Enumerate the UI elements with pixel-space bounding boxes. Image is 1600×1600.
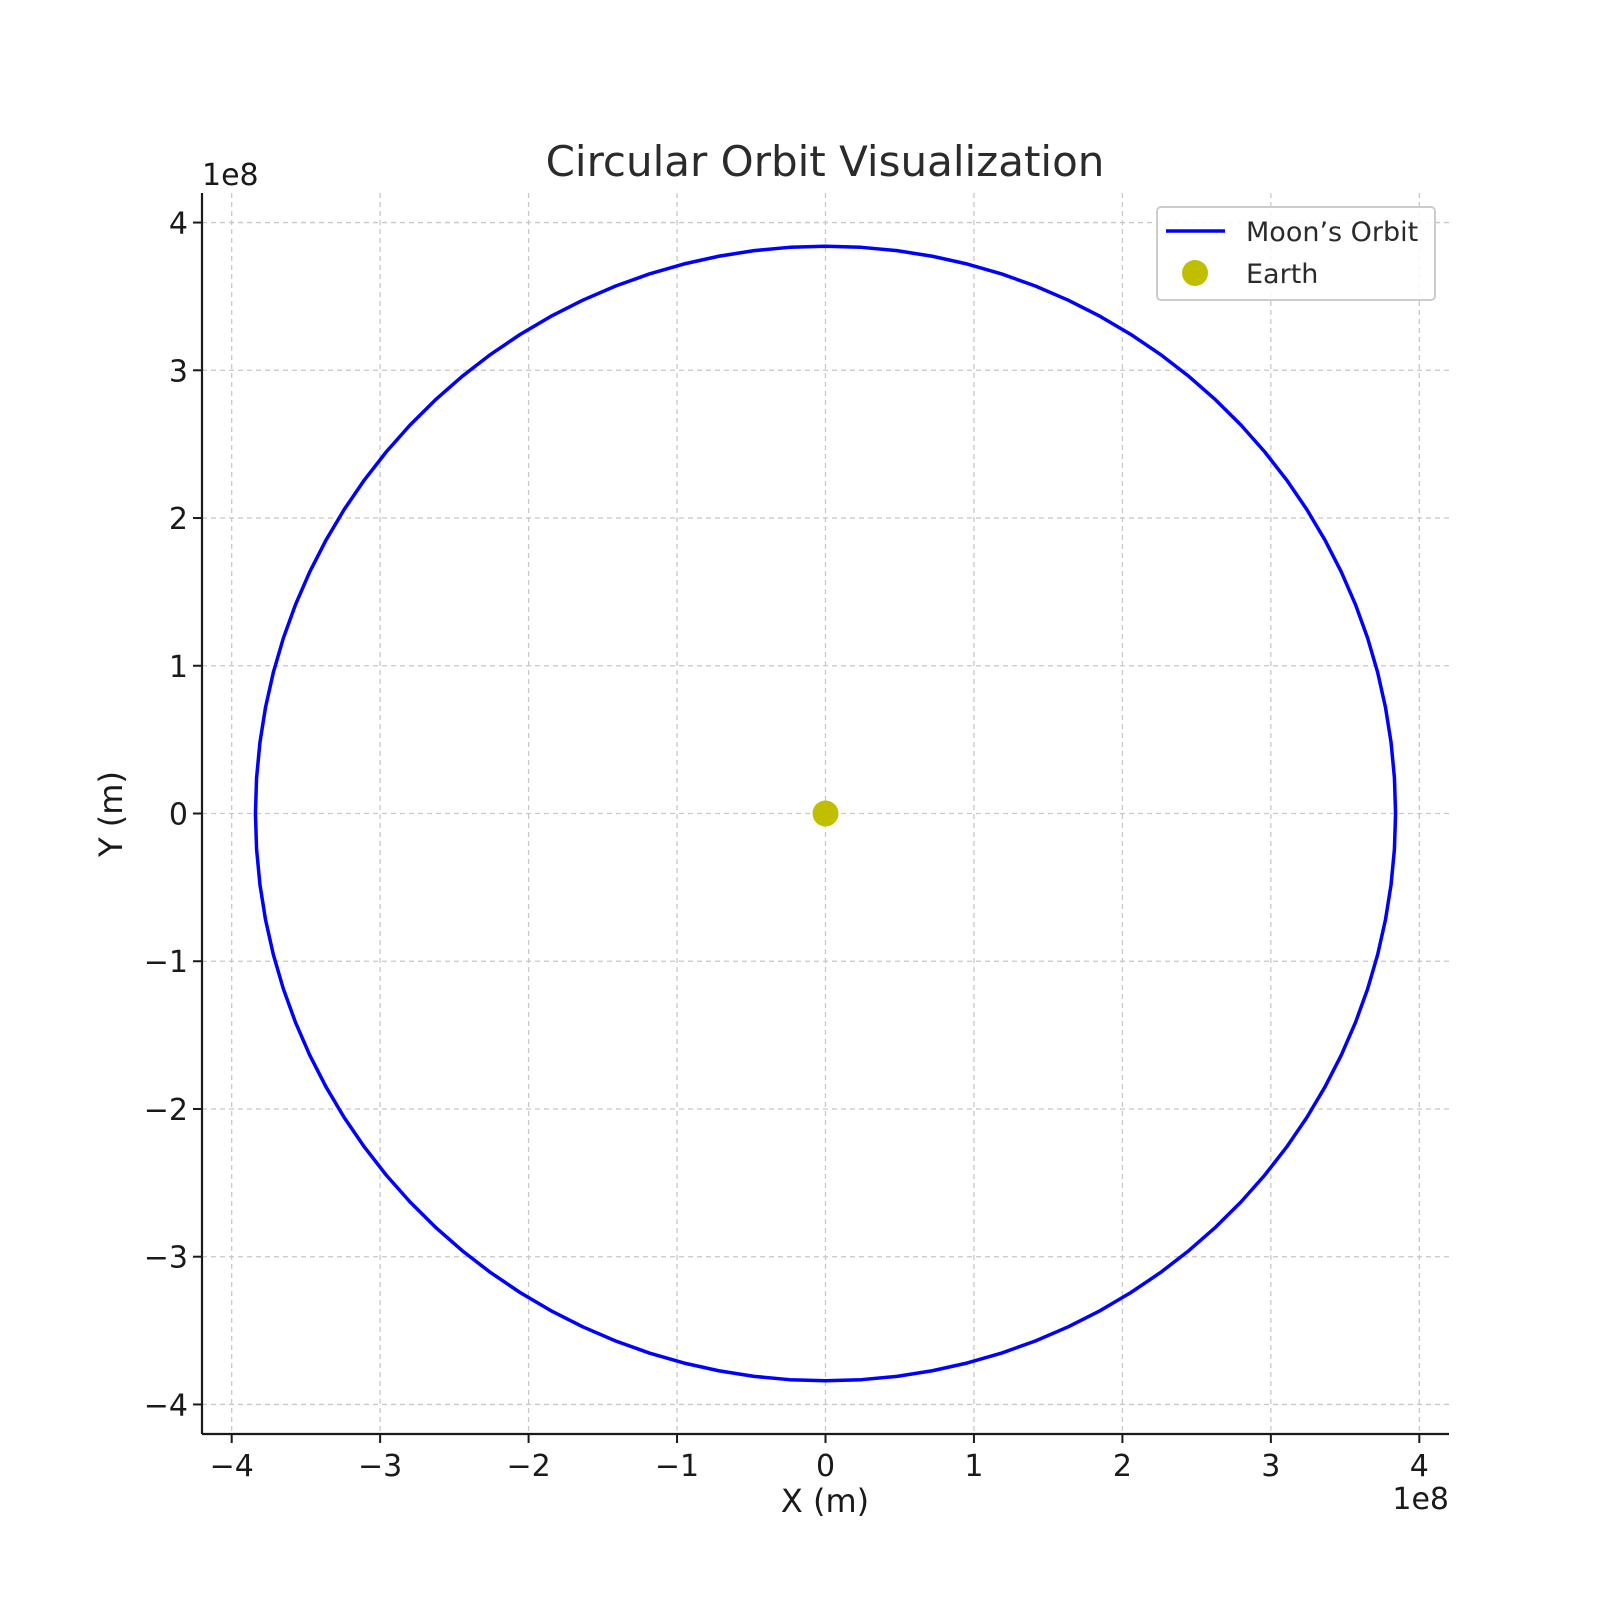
moon-orbit-line: [253, 244, 1398, 1383]
x-tick-label: 3: [1261, 1449, 1280, 1484]
y-offset-label: 1e8: [202, 158, 259, 193]
x-tick-label: 1: [964, 1449, 983, 1484]
legend-frame: [1156, 206, 1436, 301]
y-tick-label: 2: [169, 502, 188, 537]
legend-point-swatch: [1182, 260, 1208, 286]
x-tick-label: 2: [1113, 1449, 1132, 1484]
y-axis-label: Y (m): [92, 771, 130, 858]
y-tick-label: −4: [144, 1388, 188, 1423]
x-tick-label: 0: [816, 1449, 835, 1484]
legend-label-earth: Earth: [1246, 259, 1318, 290]
ticks: −4 −3 −2 −1 0 1 2 3 4 −4 −3 −2 −1 0 1 2 3 4: [144, 207, 1429, 1484]
y-tick-label: −2: [144, 1093, 188, 1128]
x-offset-label: 1e8: [1392, 1482, 1449, 1517]
x-tick-label: −3: [358, 1449, 402, 1484]
y-tick-label: −1: [144, 945, 188, 980]
x-tick-label: −1: [655, 1449, 699, 1484]
x-tick-label: −4: [210, 1449, 254, 1484]
x-tick-label: −2: [506, 1449, 550, 1484]
y-tick-label: 1: [169, 650, 188, 685]
y-tick-label: 0: [169, 798, 188, 833]
legend-label-moons-orbit: Moon’s Orbit: [1246, 217, 1418, 248]
x-tick-label: 4: [1410, 1449, 1429, 1484]
legend: Moon’s Orbit Earth: [1156, 206, 1436, 301]
plot-area: [253, 244, 1398, 1383]
y-tick-label: 4: [169, 207, 188, 242]
earth-point: [812, 800, 839, 827]
x-axis-label: X (m): [781, 1482, 869, 1520]
chart-title: Circular Orbit Visualization: [546, 137, 1105, 186]
y-tick-label: −3: [144, 1241, 188, 1276]
y-tick-label: 3: [169, 354, 188, 389]
